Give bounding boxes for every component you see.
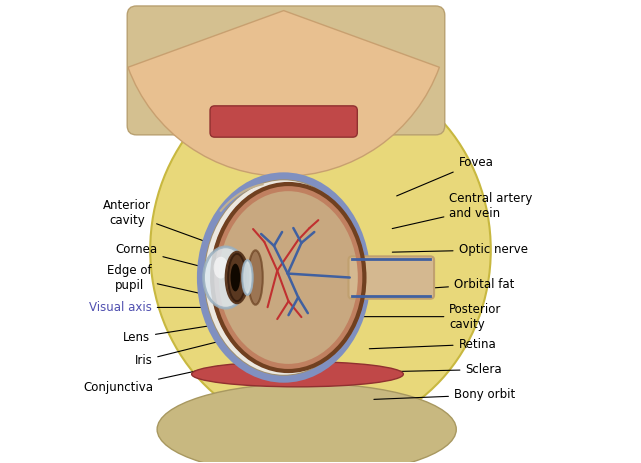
Ellipse shape <box>203 179 364 376</box>
FancyBboxPatch shape <box>127 6 445 135</box>
Text: Cornea: Cornea <box>115 244 224 272</box>
Text: Optic nerve: Optic nerve <box>392 244 528 257</box>
Ellipse shape <box>226 252 248 303</box>
Text: Central artery
and vein: Central artery and vein <box>392 192 533 229</box>
Text: Iris: Iris <box>135 340 224 367</box>
Ellipse shape <box>217 190 359 364</box>
Text: Bony orbit: Bony orbit <box>374 388 515 401</box>
Ellipse shape <box>150 66 491 434</box>
Text: Edge of
pupil: Edge of pupil <box>107 263 219 298</box>
Ellipse shape <box>192 362 403 387</box>
Text: Retina: Retina <box>369 338 496 351</box>
Text: Posterior
cavity: Posterior cavity <box>351 303 502 331</box>
Ellipse shape <box>242 260 253 295</box>
Text: Visual axis: Visual axis <box>89 301 203 314</box>
Text: Conjunctiva: Conjunctiva <box>83 366 221 394</box>
Text: Sclera: Sclera <box>381 363 502 376</box>
Ellipse shape <box>204 247 248 308</box>
Text: Orbital fat: Orbital fat <box>385 278 514 291</box>
Text: Fovea: Fovea <box>397 156 494 196</box>
FancyBboxPatch shape <box>210 106 357 137</box>
Ellipse shape <box>248 250 263 305</box>
Ellipse shape <box>157 383 456 463</box>
Text: Anterior
cavity: Anterior cavity <box>103 199 226 249</box>
Ellipse shape <box>213 257 228 279</box>
FancyBboxPatch shape <box>349 257 434 299</box>
Ellipse shape <box>231 263 240 291</box>
Text: Lens: Lens <box>123 324 221 344</box>
Ellipse shape <box>228 254 246 301</box>
Wedge shape <box>128 11 439 176</box>
